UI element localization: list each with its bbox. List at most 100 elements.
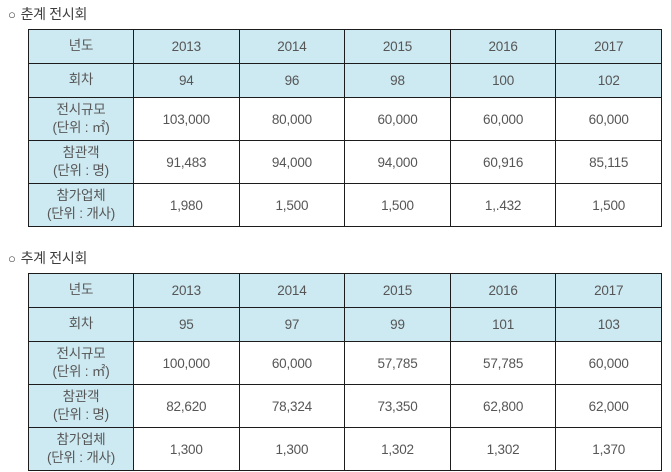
data-cell: 97 [238, 307, 346, 342]
data-cell: 96 [238, 63, 346, 98]
table-row: 회차 95 97 99 101 103 [28, 307, 662, 342]
row-label-cell: 년도 [28, 29, 134, 64]
row-label-cell: 전시규모 (단위 : ㎡) [28, 341, 134, 385]
row-label-cell: 참가업체 (단위 : 개사) [28, 427, 134, 471]
data-cell: 60,000 [555, 97, 662, 141]
data-cell: 2016 [449, 273, 557, 308]
row-unit-label: (단위 : 명) [53, 407, 109, 422]
row-label: 참가업체 [56, 431, 106, 447]
data-cell: 1,300 [238, 427, 346, 471]
row-unit-label: (단위 : 개사) [46, 206, 116, 221]
section-title-text: 춘계 전시회 [20, 6, 88, 22]
table-body: 년도 2013 2014 2015 2016 2017 회차 95 97 99 101 103 전시규모… [28, 273, 662, 471]
table-row: 참가업체 (단위 : 개사) 1,300 1,300 1,302 1,302 1,370 [28, 427, 662, 471]
data-cell: 60,000 [555, 341, 662, 385]
row-label-cell: 전시규모 (단위 : ㎡) [28, 97, 134, 141]
data-cell: 1,500 [555, 183, 662, 227]
data-cell: 2014 [238, 29, 346, 64]
row-label: 년도 [68, 38, 94, 54]
row-label: 년도 [68, 282, 94, 298]
row-label-cell: 참관객 (단위 : 명) [28, 140, 134, 184]
table-row: 전시규모 (단위 : ㎡) 103,000 80,000 60,000 60,000 60,… [28, 97, 662, 141]
data-cell: 1,.432 [449, 183, 557, 227]
data-cell: 60,916 [449, 140, 557, 184]
data-cell: 57,785 [449, 341, 557, 385]
row-label: 회차 [68, 72, 94, 88]
data-cell: 94,000 [344, 140, 451, 184]
table-row: 회차 94 96 98 100 102 [28, 63, 662, 98]
row-label-cell: 참관객 (단위 : 명) [28, 384, 134, 428]
row-unit-label: (단위 : 명) [53, 163, 109, 178]
sections-container: ○ 춘계 전시회 년도 2013 2014 2015 2016 2017 회차 94 96 98 10… [0, 4, 671, 471]
row-label: 참관객 [62, 144, 100, 160]
data-cell: 2013 [133, 29, 240, 64]
data-cell: 91,483 [133, 140, 240, 184]
row-label: 참가업체 [56, 187, 106, 203]
section-title-text: 추계 전시회 [20, 250, 88, 266]
data-cell: 1,302 [344, 427, 451, 471]
data-cell: 78,324 [238, 384, 346, 428]
row-label-cell: 년도 [28, 273, 134, 308]
table-row: 년도 2013 2014 2015 2016 2017 [28, 273, 662, 308]
data-cell: 60,000 [238, 341, 346, 385]
data-cell: 100,000 [133, 341, 240, 385]
data-cell: 2015 [344, 29, 451, 64]
exhibition-data-table: 년도 2013 2014 2015 2016 2017 회차 95 97 99 101 103 전시규모… [28, 273, 662, 471]
data-cell: 1,980 [133, 183, 240, 227]
data-cell: 1,300 [133, 427, 240, 471]
section-title: ○ 춘계 전시회 [0, 4, 671, 24]
data-cell: 62,800 [449, 384, 557, 428]
table-row: 전시규모 (단위 : ㎡) 100,000 60,000 57,785 57,785 60,… [28, 341, 662, 385]
data-cell: 2013 [133, 273, 240, 308]
table-row: 참관객 (단위 : 명) 82,620 78,324 73,350 62,800 62,00… [28, 384, 662, 428]
data-cell: 2016 [449, 29, 557, 64]
exhibition-section: ○ 춘계 전시회 년도 2013 2014 2015 2016 2017 회차 94 96 98 10… [0, 4, 671, 227]
data-cell: 1,302 [449, 427, 557, 471]
data-cell: 99 [344, 307, 451, 342]
data-cell: 82,620 [133, 384, 240, 428]
data-cell: 85,115 [555, 140, 662, 184]
data-cell: 2017 [555, 29, 662, 64]
data-cell: 62,000 [555, 384, 662, 428]
circle-bullet-icon: ○ [8, 7, 16, 22]
row-unit-label: (단위 : ㎡) [52, 364, 110, 379]
row-unit-label: (단위 : ㎡) [52, 120, 110, 135]
data-cell: 100 [449, 63, 557, 98]
data-cell: 57,785 [344, 341, 451, 385]
data-cell: 101 [449, 307, 557, 342]
data-cell: 94 [133, 63, 240, 98]
data-cell: 1,500 [344, 183, 451, 227]
data-cell: 2017 [555, 273, 662, 308]
data-cell: 73,350 [344, 384, 451, 428]
row-label: 전시규모 [56, 101, 106, 117]
data-cell: 1,370 [555, 427, 662, 471]
data-cell: 80,000 [238, 97, 346, 141]
table-body: 년도 2013 2014 2015 2016 2017 회차 94 96 98 100 102 전시규모… [28, 29, 662, 227]
data-cell: 60,000 [344, 97, 451, 141]
row-label-cell: 참가업체 (단위 : 개사) [28, 183, 134, 227]
table-row: 년도 2013 2014 2015 2016 2017 [28, 29, 662, 64]
row-unit-label: (단위 : 개사) [46, 450, 116, 465]
row-label-cell: 회차 [28, 307, 134, 342]
exhibition-data-table: 년도 2013 2014 2015 2016 2017 회차 94 96 98 100 102 전시규모… [28, 29, 662, 227]
row-label-cell: 회차 [28, 63, 134, 98]
data-cell: 60,000 [449, 97, 557, 141]
row-label: 회차 [68, 316, 94, 332]
exhibition-section: ○ 추계 전시회 년도 2013 2014 2015 2016 2017 회차 95 97 99 10… [0, 248, 671, 471]
data-cell: 95 [133, 307, 240, 342]
data-cell: 102 [555, 63, 662, 98]
data-cell: 94,000 [238, 140, 346, 184]
data-cell: 98 [344, 63, 451, 98]
data-cell: 2014 [238, 273, 346, 308]
table-row: 참관객 (단위 : 명) 91,483 94,000 94,000 60,916 85,11… [28, 140, 662, 184]
data-cell: 2015 [344, 273, 451, 308]
data-cell: 1,500 [238, 183, 346, 227]
row-label: 참관객 [62, 388, 100, 404]
data-cell: 103,000 [133, 97, 240, 141]
row-label: 전시규모 [56, 345, 106, 361]
circle-bullet-icon: ○ [8, 251, 16, 266]
section-title: ○ 추계 전시회 [0, 248, 671, 268]
data-cell: 103 [555, 307, 662, 342]
table-row: 참가업체 (단위 : 개사) 1,980 1,500 1,500 1,.432 1,500 [28, 183, 662, 227]
